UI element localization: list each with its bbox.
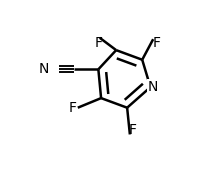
Text: F: F xyxy=(129,123,137,137)
Text: F: F xyxy=(95,36,103,50)
Text: F: F xyxy=(153,36,161,50)
Text: N: N xyxy=(38,62,49,76)
Text: F: F xyxy=(68,101,76,115)
Text: N: N xyxy=(147,80,158,94)
